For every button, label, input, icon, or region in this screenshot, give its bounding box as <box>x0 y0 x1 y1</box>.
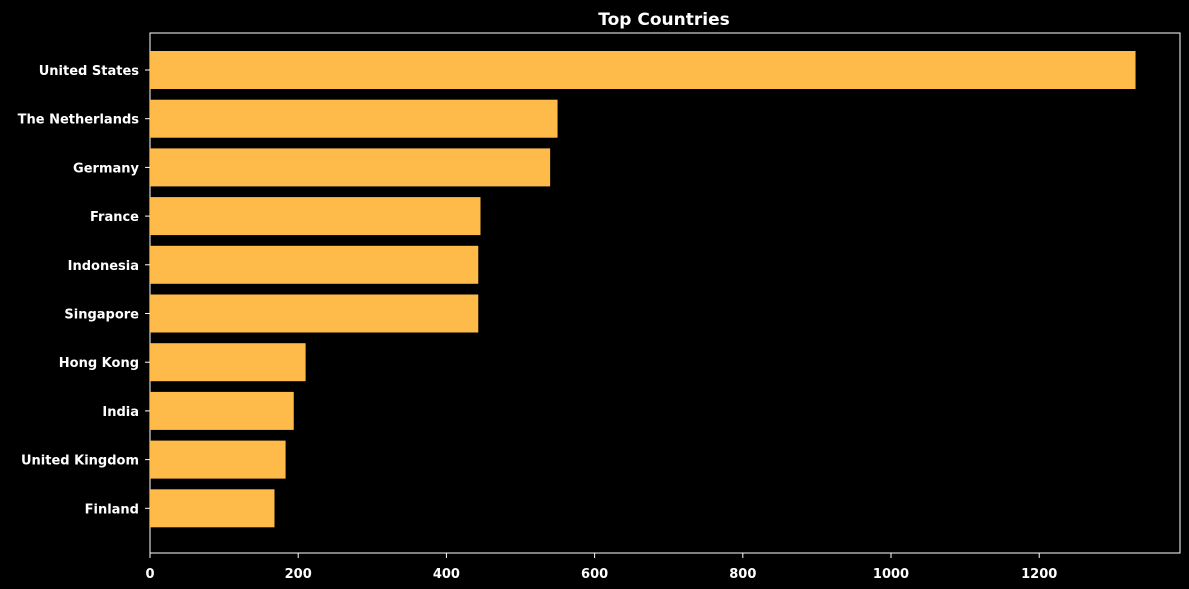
x-tick-label: 400 <box>433 567 460 582</box>
x-tick-label: 1200 <box>1021 567 1057 582</box>
bars-layer <box>150 51 1136 528</box>
bar-france <box>150 197 481 236</box>
category-label: Singapore <box>64 308 139 323</box>
category-label: Indonesia <box>68 259 139 274</box>
x-axis-ticks: 0 200 400 600 800 1000 1200 <box>145 553 1057 582</box>
x-tick-label: 200 <box>285 567 312 582</box>
bar-germany <box>150 148 551 187</box>
bar-united-kingdom <box>150 440 286 479</box>
category-label: Finland <box>85 502 139 517</box>
bar-singapore <box>150 294 479 333</box>
x-tick-label: 800 <box>729 567 756 582</box>
category-label: United Kingdom <box>21 454 139 469</box>
category-label: Germany <box>73 161 139 176</box>
bar-india <box>150 391 294 430</box>
chart-title: Top Countries <box>598 10 729 30</box>
x-tick-label: 600 <box>581 567 608 582</box>
category-labels: United States The Netherlands Germany Franc… <box>18 64 150 517</box>
category-label: India <box>102 405 139 420</box>
category-label: France <box>90 210 139 225</box>
bar-united-states <box>150 51 1136 89</box>
bar-the-netherlands <box>150 99 558 138</box>
category-label: United States <box>39 64 140 79</box>
x-tick-label: 0 <box>145 567 154 582</box>
plot-frame <box>149 32 1181 554</box>
bar-hong-kong <box>150 343 306 382</box>
category-label: Hong Kong <box>59 356 139 371</box>
bar-indonesia <box>150 245 479 284</box>
category-label: The Netherlands <box>18 113 140 128</box>
bar-finland <box>150 489 275 528</box>
x-tick-label: 1000 <box>873 567 909 582</box>
